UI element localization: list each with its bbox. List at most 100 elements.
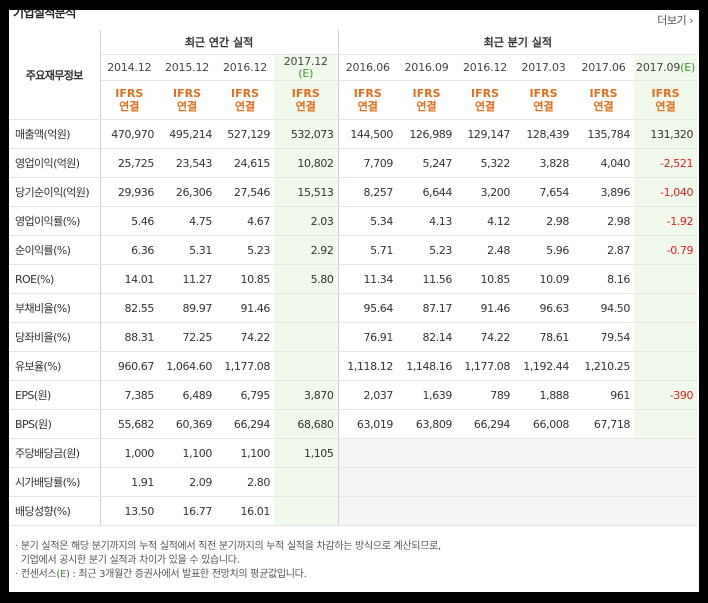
table-cell: 495,214 (158, 119, 216, 149)
more-link[interactable]: 더보기 › (657, 14, 693, 27)
row-label: 순이익률(%) (9, 235, 101, 265)
table-cell: 5.80 (274, 264, 339, 294)
table-cell: 1,100 (158, 438, 216, 468)
table-cell: 2,037 (338, 380, 398, 410)
table-cell (634, 264, 698, 294)
table-cell (634, 496, 698, 526)
table-cell (274, 467, 339, 497)
row-label: 매출액(억원) (9, 119, 101, 149)
table-cell: 78.61 (514, 322, 574, 352)
footnote-2: 기업에서 공시한 분기 실적과 차이가 있을 수 있습니다. (15, 555, 240, 566)
table-cell: 126,989 (397, 119, 457, 149)
row-label: 영업이익률(%) (9, 206, 101, 236)
table-cell: 60,369 (158, 409, 216, 439)
table-cell: 63,019 (338, 409, 398, 439)
table-row: 매출액(억원) 470,970 495,214 527,129 532,073 144,5… (9, 119, 698, 149)
financial-table: 주요재무정보 최근 연간 실적 최근 분기 실적 2014.12 2015.12 2… (9, 30, 698, 526)
table-cell: 55,682 (100, 409, 158, 439)
corner-header: 주요재무정보 (9, 30, 101, 120)
table-cell (514, 496, 574, 526)
table-cell: 131,320 (634, 119, 698, 149)
table-cell: 72.25 (158, 322, 216, 352)
table-cell: 470,970 (100, 119, 158, 149)
table-cell: 2.87 (573, 235, 635, 265)
table-cell: 1,105 (274, 438, 339, 468)
row-label: 시가배당률(%) (9, 467, 101, 497)
table-cell: 89.97 (158, 293, 216, 323)
table-cell: 7,654 (514, 177, 574, 207)
table-cell (573, 438, 635, 468)
table-row: 순이익률(%) 6.36 5.31 5.23 2.92 5.71 5.23 2.48 5.96 2… (9, 235, 698, 265)
table-cell: 6,489 (158, 380, 216, 410)
financial-analysis-panel: 기업실적분석 더보기 › 주요재무정보 최근 연간 실적 최근 분기 실적 20… (9, 10, 699, 592)
basis-label: IFRS 연결 (100, 80, 158, 120)
basis-label: IFRS 연결 (274, 80, 339, 120)
table-cell: 66,294 (456, 409, 515, 439)
table-cell: 2.48 (456, 235, 515, 265)
table-cell: 5,247 (397, 148, 457, 178)
table-row: 주당배당금(원) 1,000 1,100 1,100 1,105 (9, 438, 698, 468)
table-cell: 144,500 (338, 119, 398, 149)
table-cell (456, 467, 515, 497)
table-cell (634, 409, 698, 439)
table-cell: 6,795 (216, 380, 274, 410)
table-cell: -1.92 (634, 206, 698, 236)
table-cell: 129,147 (456, 119, 515, 149)
table-cell: 88.31 (100, 322, 158, 352)
table-cell: 3,870 (274, 380, 339, 410)
table-cell: 5.23 (216, 235, 274, 265)
basis-label: IFRS 연결 (634, 80, 698, 120)
table-cell: 79.54 (573, 322, 635, 352)
table-cell: 74.22 (456, 322, 515, 352)
table-cell: 6.36 (100, 235, 158, 265)
period-header: 2017.06 (573, 54, 635, 81)
table-cell: 1,888 (514, 380, 574, 410)
table-cell: 1,064.60 (158, 351, 216, 381)
period-header: 2016.12 (216, 54, 274, 81)
table-cell: 11.56 (397, 264, 457, 294)
table-cell: 527,129 (216, 119, 274, 149)
table-cell: -390 (634, 380, 698, 410)
table-cell (274, 322, 339, 352)
table-cell: 4.67 (216, 206, 274, 236)
table-cell: 1,148.16 (397, 351, 457, 381)
basis-label: IFRS 연결 (573, 80, 635, 120)
row-label: 부채비율(%) (9, 293, 101, 323)
table-cell: 16.01 (216, 496, 274, 526)
basis-label: IFRS 연결 (338, 80, 398, 120)
table-cell (274, 293, 339, 323)
table-cell: 95.64 (338, 293, 398, 323)
table-cell: 1,192.44 (514, 351, 574, 381)
table-cell: 10.85 (456, 264, 515, 294)
table-cell: 16.77 (158, 496, 216, 526)
row-label: 주당배당금(원) (9, 438, 101, 468)
table-cell: 8,257 (338, 177, 398, 207)
table-cell: 10.09 (514, 264, 574, 294)
period-header: 2017.09(E) (634, 54, 698, 81)
annual-header: 최근 연간 실적 (100, 30, 339, 55)
table-cell: 96.63 (514, 293, 574, 323)
table-cell: 10,802 (274, 148, 339, 178)
table-cell: 1,639 (397, 380, 457, 410)
table-cell: -1,040 (634, 177, 698, 207)
period-header: 2017.03 (514, 54, 574, 81)
table-cell (338, 438, 398, 468)
table-cell: 27,546 (216, 177, 274, 207)
table-row: EPS(원) 7,385 6,489 6,795 3,870 2,037 1,639 789 1… (9, 380, 698, 410)
table-cell (456, 438, 515, 468)
table-cell: 1,118.12 (338, 351, 398, 381)
table-cell (338, 467, 398, 497)
table-cell (397, 467, 457, 497)
table-cell: 94.50 (573, 293, 635, 323)
table-cell: -2,521 (634, 148, 698, 178)
table-cell: 76.91 (338, 322, 398, 352)
table-cell: 91.46 (216, 293, 274, 323)
table-cell: 4.13 (397, 206, 457, 236)
table-cell: 3,896 (573, 177, 635, 207)
row-label: 배당성향(%) (9, 496, 101, 526)
table-cell: 5.23 (397, 235, 457, 265)
estimate-mark: (E) (680, 60, 696, 74)
table-cell (634, 293, 698, 323)
period-header: 2017.12 (E) (274, 54, 339, 81)
table-cell: 13.50 (100, 496, 158, 526)
